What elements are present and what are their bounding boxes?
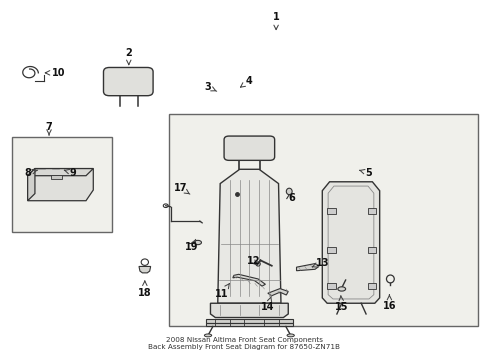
Polygon shape [217,169,281,303]
Text: 10: 10 [45,68,65,78]
Polygon shape [28,168,93,201]
Text: 9: 9 [64,168,77,178]
Text: 15: 15 [334,296,348,312]
Text: 11: 11 [215,283,229,298]
Text: 8: 8 [24,168,37,178]
Text: 17: 17 [173,183,189,194]
Bar [205,319,292,323]
Polygon shape [139,266,150,273]
Text: 18: 18 [138,281,151,297]
Bar [12,137,112,232]
Bar [326,207,335,214]
Bar [367,207,375,214]
Text: 12: 12 [246,256,260,266]
Polygon shape [28,168,93,176]
Bar [51,175,61,179]
Text: 5: 5 [359,168,371,178]
Text: 3: 3 [204,82,216,92]
Text: 16: 16 [382,295,395,311]
Text: 14: 14 [261,296,274,312]
Polygon shape [322,182,379,303]
Bar [169,114,477,327]
Ellipse shape [204,334,211,337]
FancyBboxPatch shape [224,136,274,160]
Text: 4: 4 [240,76,252,87]
Text: 1: 1 [272,13,279,30]
Polygon shape [267,289,287,296]
Text: 2008 Nissan Altima Front Seat Components
Back Assembly Front Seat Diagram for 87: 2008 Nissan Altima Front Seat Components… [148,337,340,350]
Ellipse shape [286,334,294,337]
Polygon shape [28,168,35,201]
Text: 13: 13 [312,258,328,268]
Bar [205,323,292,327]
Polygon shape [210,303,287,318]
Text: 2: 2 [125,48,132,64]
Bar [367,283,375,289]
Text: 19: 19 [185,239,198,252]
Text: 6: 6 [288,193,295,203]
Bar [326,247,335,253]
Ellipse shape [337,287,345,291]
Text: 7: 7 [45,122,52,135]
Polygon shape [296,264,318,271]
FancyBboxPatch shape [103,67,153,96]
Bar [326,283,335,289]
Ellipse shape [286,188,291,195]
Ellipse shape [194,240,201,245]
Bar [367,247,375,253]
Polygon shape [232,274,265,286]
